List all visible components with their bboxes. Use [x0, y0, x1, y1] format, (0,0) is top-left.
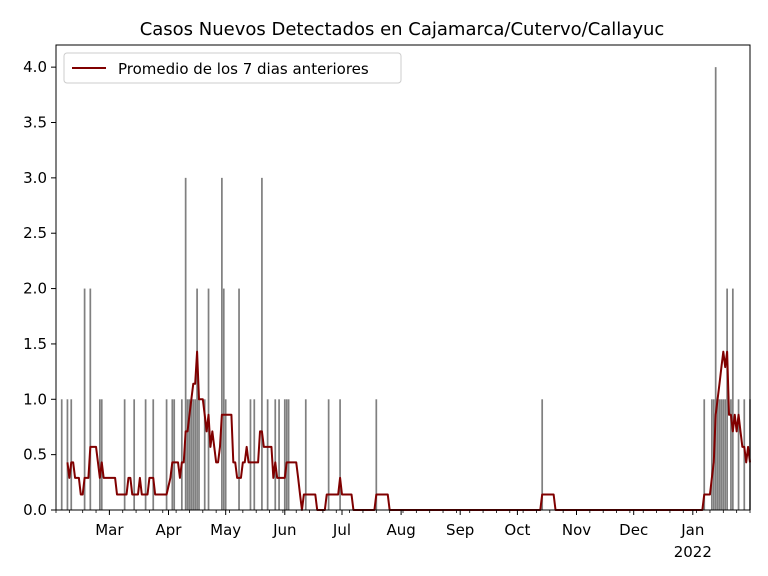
bar	[718, 399, 721, 510]
chart-title: Casos Nuevos Detectados en Cajamarca/Cut…	[140, 19, 665, 40]
bar	[285, 399, 288, 510]
x-axis: Mar Apr May Jun Jul Aug Sep Oct Nov Dec Jan 2022	[55, 510, 751, 561]
bar	[714, 67, 717, 510]
bar	[184, 177, 187, 511]
bar	[737, 399, 740, 510]
bar	[60, 399, 63, 510]
bar	[730, 399, 732, 510]
bar	[278, 399, 280, 510]
bar	[541, 399, 544, 510]
bar	[238, 288, 240, 510]
bar	[711, 399, 713, 510]
bar	[152, 399, 155, 510]
y-tick-label: 1.5	[23, 335, 47, 353]
bars-layer	[60, 67, 751, 511]
bar	[89, 288, 92, 510]
bar	[249, 399, 252, 510]
bar	[726, 288, 728, 510]
bar	[83, 288, 86, 510]
bar	[720, 399, 723, 510]
x-tick-label: May	[210, 521, 241, 539]
bar	[133, 399, 136, 510]
x-tick-label: Oct	[504, 521, 530, 539]
x-tick-label: Mar	[95, 521, 124, 539]
y-tick-label: 0.5	[23, 446, 47, 464]
x-tick-label: Aug	[386, 521, 415, 539]
y-tick-label: 3.0	[23, 169, 47, 187]
bar	[261, 177, 263, 511]
x-tick-label: Apr	[156, 521, 183, 539]
x-tick-label: Sep	[446, 521, 474, 539]
bar	[165, 399, 168, 510]
bar	[203, 399, 206, 510]
y-tick-label: 1.0	[23, 390, 47, 408]
bar	[123, 399, 126, 510]
bar	[224, 399, 227, 510]
bar	[207, 288, 210, 510]
bar	[327, 399, 330, 510]
bar	[194, 399, 197, 510]
bar	[304, 399, 307, 510]
x-tick-label: Jun	[272, 521, 296, 539]
bar	[190, 399, 193, 510]
bar	[144, 399, 147, 510]
legend-label: Promedio de los 7 dias anteriores	[118, 60, 369, 78]
bar	[188, 399, 191, 510]
bar	[731, 288, 734, 510]
bar	[192, 399, 195, 510]
bar	[66, 399, 69, 510]
x-tick-label: Nov	[562, 521, 591, 539]
bar	[703, 399, 706, 510]
bar	[375, 399, 378, 510]
bar	[253, 399, 256, 510]
bar	[98, 399, 101, 510]
plot-frame	[55, 44, 751, 511]
x-tick-sublabel: 2022	[674, 543, 712, 561]
bar	[171, 399, 174, 510]
bar	[266, 399, 269, 510]
x-tick-label: Jan	[680, 521, 704, 539]
y-axis: 0.0 0.5 1.0 1.5 2.0 2.5 3.0 3.5 4.0	[23, 58, 56, 519]
bar	[180, 399, 183, 510]
bar	[70, 399, 73, 510]
y-tick-label: 2.5	[23, 224, 47, 242]
bar	[186, 399, 189, 510]
bar	[173, 399, 176, 510]
bar	[274, 399, 277, 510]
line-layer	[66, 350, 751, 511]
bar	[339, 399, 341, 510]
y-tick-label: 4.0	[23, 58, 47, 76]
y-tick-label: 3.5	[23, 114, 47, 132]
bar	[198, 399, 200, 510]
bar	[287, 399, 290, 510]
bar	[716, 399, 719, 510]
bar	[221, 177, 223, 511]
bar	[724, 399, 727, 510]
x-tick-label: Jul	[332, 521, 351, 539]
x-tick-label: Dec	[619, 521, 648, 539]
legend-box	[63, 52, 402, 84]
bar	[283, 399, 286, 510]
legend: Promedio de los 7 dias anteriores	[63, 52, 402, 84]
y-tick-label: 2.0	[23, 280, 47, 298]
moving-average-line	[66, 350, 751, 511]
bar	[222, 288, 225, 510]
y-tick-label: 0.0	[23, 501, 47, 519]
bar	[722, 399, 725, 510]
bar	[196, 288, 198, 510]
bar	[100, 399, 103, 510]
